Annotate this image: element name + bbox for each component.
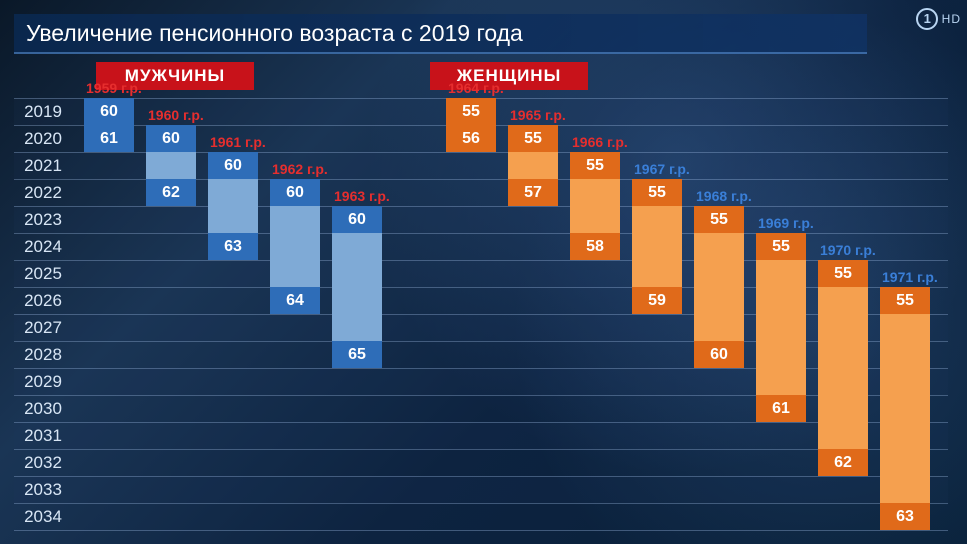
women-bar: 55 57: [508, 125, 558, 206]
men-bar: 6061: [84, 98, 134, 152]
year-label: 2031: [14, 426, 72, 446]
year-label: 2023: [14, 210, 72, 230]
bar-end-value: 63: [208, 233, 258, 260]
bar-end-value: 63: [880, 503, 930, 530]
bar-start-value: 60: [146, 125, 196, 152]
women-bar: 55 60: [694, 206, 744, 368]
bar-start-value: 60: [84, 98, 134, 125]
year-label: 2022: [14, 183, 72, 203]
bar-start-value: 55: [446, 98, 496, 125]
birth-year-label: 1968 г.р.: [696, 188, 752, 204]
bar-end-value: 60: [694, 341, 744, 368]
birth-year-label: 1967 г.р.: [634, 161, 690, 177]
bar-start-value: 60: [332, 206, 382, 233]
men-bar: 60 62: [146, 125, 196, 206]
bar-start-value: 55: [508, 125, 558, 152]
hd-label: HD: [942, 12, 961, 26]
women-bar: 55 63: [880, 287, 930, 530]
bar-start-value: 60: [208, 152, 258, 179]
year-label: 2030: [14, 399, 72, 419]
channel-1-icon: [916, 8, 938, 30]
men-bar: 60 63: [208, 152, 258, 260]
bar-start-value: 55: [570, 152, 620, 179]
birth-year-label: 1960 г.р.: [148, 107, 204, 123]
bar-start-value: 55: [694, 206, 744, 233]
year-label: 2028: [14, 345, 72, 365]
bar-end-value: 57: [508, 179, 558, 206]
bar-start-value: 55: [818, 260, 868, 287]
year-label: 2029: [14, 372, 72, 392]
year-label: 2034: [14, 507, 72, 527]
birth-year-label: 1961 г.р.: [210, 134, 266, 150]
bar-end-value: 56: [446, 125, 496, 152]
birth-year-label: 1966 г.р.: [572, 134, 628, 150]
year-label: 2033: [14, 480, 72, 500]
birth-year-label: 1970 г.р.: [820, 242, 876, 258]
bar-body: [880, 314, 930, 530]
bar-end-value: 61: [84, 125, 134, 152]
bar-end-value: 65: [332, 341, 382, 368]
bar-end-value: 61: [756, 395, 806, 422]
year-label: 2019: [14, 102, 72, 122]
year-label: 2026: [14, 291, 72, 311]
women-bar: 55 61: [756, 233, 806, 422]
birth-year-label: 1965 г.р.: [510, 107, 566, 123]
bar-start-value: 55: [756, 233, 806, 260]
birth-year-label: 1971 г.р.: [882, 269, 938, 285]
women-bar: 55 59: [632, 179, 682, 314]
birth-year-label: 1964 г.р.: [448, 80, 504, 96]
bar-body: [818, 287, 868, 476]
year-label: 2024: [14, 237, 72, 257]
bar-end-value: 59: [632, 287, 682, 314]
year-label: 2021: [14, 156, 72, 176]
year-label: 2027: [14, 318, 72, 338]
birth-year-label: 1969 г.р.: [758, 215, 814, 231]
year-label: 2020: [14, 129, 72, 149]
birth-year-label: 1963 г.р.: [334, 188, 390, 204]
bars-layer: 1959 г.р.60611960 г.р.60621961 г.р.60631…: [72, 98, 948, 530]
men-bar: 60 65: [332, 206, 382, 368]
birth-year-label: 1959 г.р.: [86, 80, 142, 96]
women-bar: 5556: [446, 98, 496, 152]
bar-start-value: 55: [632, 179, 682, 206]
bar-end-value: 62: [818, 449, 868, 476]
men-bar: 60 64: [270, 179, 320, 314]
chart-title: Увеличение пенсионного возраста с 2019 г…: [14, 14, 867, 54]
year-label: 2032: [14, 453, 72, 473]
bar-start-value: 55: [880, 287, 930, 314]
women-bar: 55 58: [570, 152, 620, 260]
channel-logo: HD: [916, 8, 961, 30]
bar-end-value: 58: [570, 233, 620, 260]
bar-end-value: 62: [146, 179, 196, 206]
women-bar: 55 62: [818, 260, 868, 476]
birth-year-label: 1962 г.р.: [272, 161, 328, 177]
year-label: 2025: [14, 264, 72, 284]
bar-end-value: 64: [270, 287, 320, 314]
bar-start-value: 60: [270, 179, 320, 206]
